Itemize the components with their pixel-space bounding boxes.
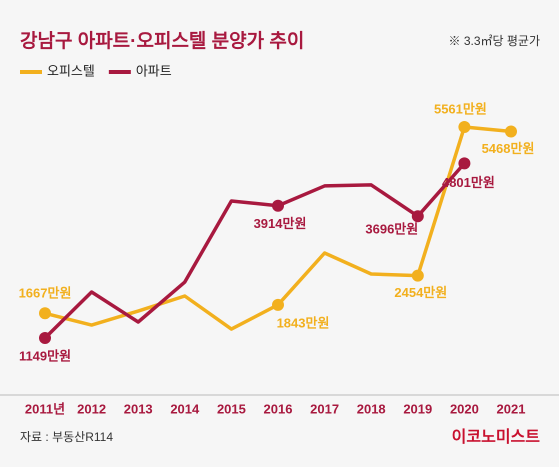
value-label: 3696만원 xyxy=(365,222,418,237)
value-label: 1843만원 xyxy=(277,315,330,330)
point xyxy=(458,120,471,133)
x-tick-label: 2021 xyxy=(497,401,526,416)
x-tick-label: 2017 xyxy=(310,401,339,416)
point xyxy=(458,157,471,170)
value-label: 5468만원 xyxy=(482,141,535,156)
point xyxy=(411,269,424,282)
value-label: 1667만원 xyxy=(19,286,72,301)
value-label: 2454만원 xyxy=(394,285,447,300)
legend-label: 오피스텔 xyxy=(47,63,95,78)
x-tick-label: 2014 xyxy=(170,401,200,416)
x-tick-label: 2015 xyxy=(217,401,246,416)
x-tick-label: 2020 xyxy=(450,401,479,416)
brand: 이코노미스트 xyxy=(452,428,541,446)
x-tick-label: 2012 xyxy=(77,401,106,416)
point xyxy=(411,210,424,223)
chart-title: 강남구 아파트·오피스텔 분양가 추이 xyxy=(20,30,304,52)
x-tick-label: 2013 xyxy=(124,401,153,416)
point xyxy=(39,307,51,320)
x-tick-label: 2019 xyxy=(403,401,432,416)
value-label: 3914만원 xyxy=(254,216,307,231)
series-line xyxy=(43,162,466,340)
x-tick-label: 2011년 xyxy=(25,401,65,416)
point xyxy=(39,332,51,345)
point xyxy=(505,125,517,138)
point xyxy=(272,298,284,311)
point xyxy=(272,199,284,212)
x-tick-label: 2018 xyxy=(357,401,386,416)
value-label: 1149만원 xyxy=(19,348,71,363)
value-label: 5561만원 xyxy=(434,101,487,116)
value-label: 4801만원 xyxy=(442,175,495,190)
subtitle: ※ 3.3㎡당 평균가 xyxy=(448,34,540,48)
source: 자료 : 부동산R114 xyxy=(20,430,113,444)
legend-label: 아파트 xyxy=(136,63,172,78)
x-tick-label: 2016 xyxy=(264,401,293,416)
